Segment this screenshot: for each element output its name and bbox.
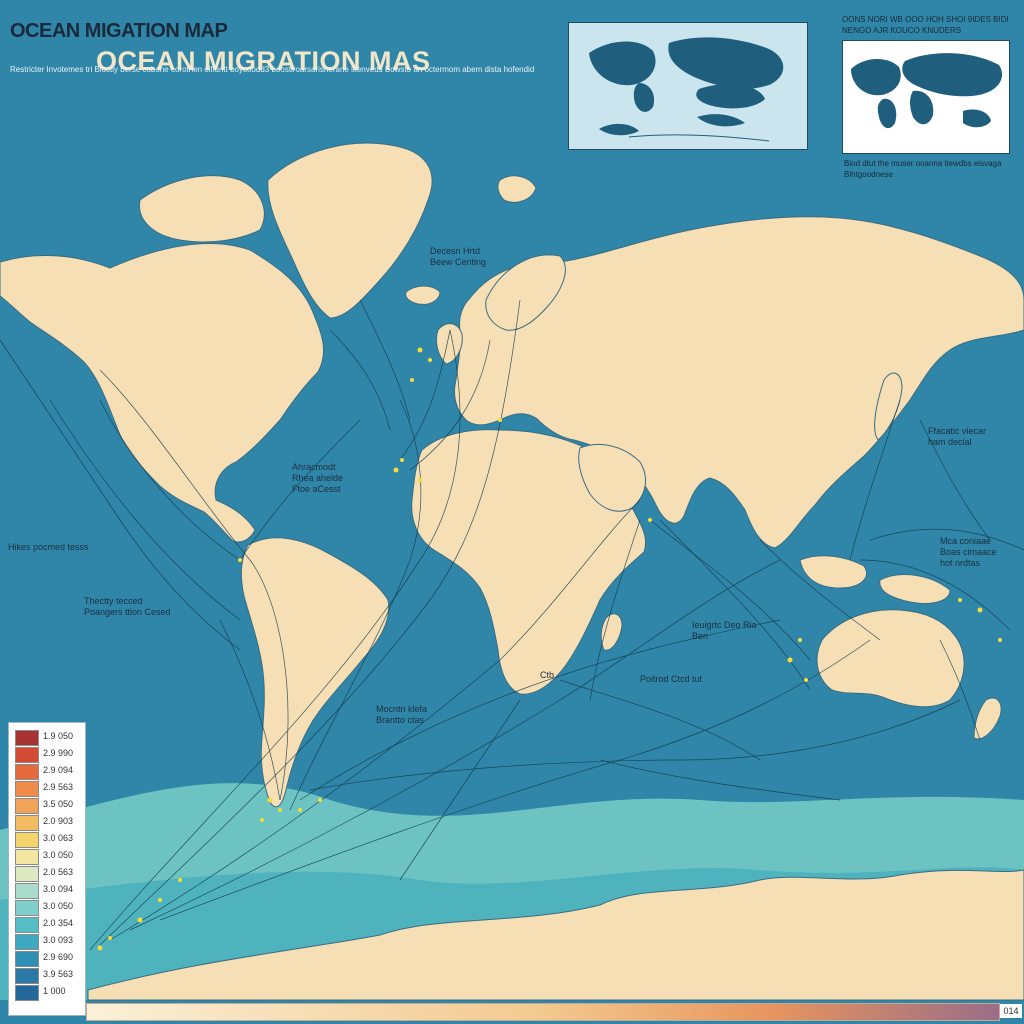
antarctica xyxy=(87,869,1024,1001)
legend-item: 3.9 563 xyxy=(13,967,83,984)
legend-value: 3.0 063 xyxy=(43,833,74,843)
map-subtitle: Restricter Invotemes tri Bloctly berse c… xyxy=(10,65,535,74)
legend-value: 2.0 563 xyxy=(43,867,74,877)
legend-swatch xyxy=(15,866,39,882)
legend-value: 3.0 093 xyxy=(43,935,74,945)
annotation-coral-sea: Mca coniaae Boas cimaace hot nrdtas xyxy=(940,536,997,568)
legend-swatch xyxy=(15,781,39,797)
whale-icon xyxy=(599,123,639,136)
continent-africa xyxy=(411,429,646,695)
annotation-southern-indian: Poitrod Ctcd tut xyxy=(640,674,703,684)
legend-value: 3.5 050 xyxy=(43,799,74,809)
annotation-north-atlantic: Decesn Hrtd Beew Centing xyxy=(430,246,487,267)
legend-value: 3.0 050 xyxy=(43,850,74,860)
legend-swatch xyxy=(15,849,39,865)
legend-swatch xyxy=(15,764,39,780)
legend-swatch xyxy=(15,900,39,916)
annotation-north-pacific: Ffacatic viecar ham decial xyxy=(928,426,987,447)
southeast-asia-islands xyxy=(799,555,867,589)
legend-swatch xyxy=(15,951,39,967)
new-guinea xyxy=(879,574,951,604)
legend-value: 1.9 050 xyxy=(43,731,74,741)
legend-value: 3.9 563 xyxy=(43,969,74,979)
whale-icon xyxy=(696,84,765,109)
continent-north-america xyxy=(0,243,325,543)
inset-world-map xyxy=(842,40,1010,154)
annotation-east-pacific: Hikes pocmed tesss xyxy=(8,542,89,552)
scale-end-label: 014 xyxy=(1000,1004,1022,1018)
scandinavia xyxy=(485,254,566,331)
migration-routes xyxy=(0,299,1024,951)
legend-value: 1 000 xyxy=(43,986,66,996)
legend-item: 1.9 050 xyxy=(13,729,83,746)
whale-icon xyxy=(697,114,745,127)
color-legend: 1.9 050 2.9 990 2.9 094 2.9 563 3.5 050 … xyxy=(8,722,86,1016)
map-title-small: OCEAN MIGATION MAP xyxy=(10,20,228,42)
legend-item: 2.0 903 xyxy=(13,814,83,831)
legend-item: 3.0 050 xyxy=(13,899,83,916)
color-scale-bar xyxy=(86,1003,1000,1021)
legend-item: 2.9 690 xyxy=(13,950,83,967)
legend-swatch xyxy=(15,985,39,1001)
legend-item: 2.9 563 xyxy=(13,780,83,797)
annotation-south-pacific: Thectty tecced Poangers ttion Cesed xyxy=(84,596,171,617)
inset-caption: Biod dtut the muser ooanna tiewdbs eisva… xyxy=(844,159,1002,179)
legend-item: 3.0 094 xyxy=(13,882,83,899)
legend-swatch xyxy=(15,832,39,848)
legend-swatch xyxy=(15,798,39,814)
legend-swatch xyxy=(15,730,39,746)
madagascar xyxy=(600,613,623,651)
legend-item: 3.0 050 xyxy=(13,848,83,865)
migration-hotspots xyxy=(97,347,1002,951)
legend-value: 3.0 050 xyxy=(43,901,74,911)
legend-swatch xyxy=(15,917,39,933)
legend-value: 2.0 354 xyxy=(43,918,74,928)
legend-swatch xyxy=(15,883,39,899)
legend-value: 2.9 690 xyxy=(43,952,74,962)
annotation-cape: Ctb xyxy=(540,670,555,680)
greenland xyxy=(267,142,433,319)
legend-item: 2.0 354 xyxy=(13,916,83,933)
legend-item: 3.5 050 xyxy=(13,797,83,814)
arctic-archipelago xyxy=(139,175,265,243)
iceland xyxy=(405,285,441,305)
continent-south-america xyxy=(240,537,390,808)
legend-item: 3.0 093 xyxy=(13,933,83,950)
legend-value: 2.9 563 xyxy=(43,782,74,792)
legend-swatch xyxy=(15,747,39,763)
legend-item: 1 000 xyxy=(13,984,83,1001)
annotation-indian-ocean: Ieuigrtc Deo Ria Ben xyxy=(692,620,757,641)
annotation-south-atlantic: Mocntn klefa Brantto ctas xyxy=(376,704,428,725)
legend-value: 2.9 990 xyxy=(43,748,74,758)
legend-item: 2.9 094 xyxy=(13,763,83,780)
annotation-caribbean: Ahracmodt Rhea ahelde Ftoe aCesst xyxy=(292,462,344,494)
new-zealand xyxy=(973,697,1002,740)
legend-item: 2.0 563 xyxy=(13,865,83,882)
svalbard xyxy=(497,175,537,203)
legend-swatch xyxy=(15,968,39,984)
continent-australia xyxy=(816,609,965,708)
legend-swatch xyxy=(15,934,39,950)
inset-whale-map xyxy=(568,22,808,150)
map-title: OCEAN MIGRATION MAS xyxy=(96,46,431,76)
legend-value: 2.0 903 xyxy=(43,816,74,826)
inset-header: OONS NORI WB OOO HOH SHOI 9IDES BIDI NEN… xyxy=(842,15,1009,35)
legend-value: 2.9 094 xyxy=(43,765,74,775)
legend-swatch xyxy=(15,815,39,831)
british-isles xyxy=(435,323,463,365)
legend-item: 2.9 990 xyxy=(13,746,83,763)
legend-value: 3.0 094 xyxy=(43,884,74,894)
legend-item: 3.0 063 xyxy=(13,831,83,848)
